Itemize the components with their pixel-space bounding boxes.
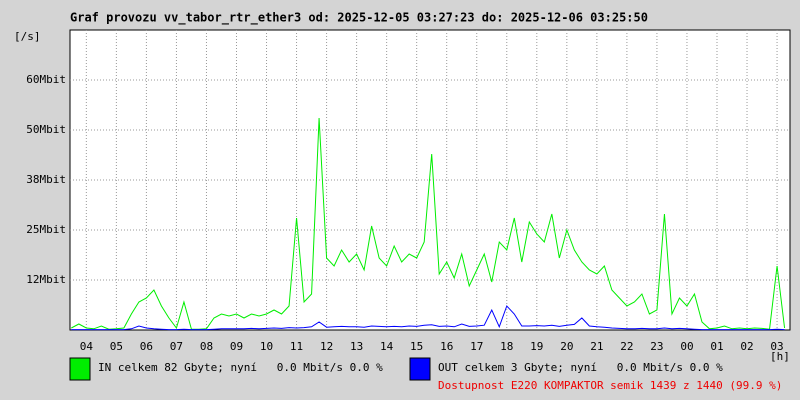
x-tick-label: 02 (740, 340, 753, 353)
y-tick-label: 38Mbit (26, 173, 66, 186)
x-tick-label: 03 (770, 340, 783, 353)
y-unit: [/s] (14, 30, 41, 43)
y-tick-label: 12Mbit (26, 273, 66, 286)
x-tick-label: 16 (440, 340, 453, 353)
x-tick-label: 23 (650, 340, 663, 353)
x-tick-label: 06 (140, 340, 153, 353)
legend-swatch-out (409, 357, 431, 381)
x-tick-label: 00 (680, 340, 693, 353)
x-tick-label: 22 (620, 340, 633, 353)
x-tick-label: 11 (290, 340, 303, 353)
series-line (71, 305, 785, 331)
x-unit: [h] (770, 350, 790, 363)
x-tick-label: 01 (710, 340, 723, 353)
x-tick-label: 17 (470, 340, 483, 353)
x-tick-label: 05 (110, 340, 123, 353)
x-tick-label: 20 (560, 340, 573, 353)
x-tick-label: 10 (260, 340, 273, 353)
x-tick-label: 12 (320, 340, 333, 353)
y-tick-label: 25Mbit (26, 223, 66, 236)
x-tick-label: 21 (590, 340, 603, 353)
series-line (71, 117, 786, 330)
legend-label: OUT celkem 3 Gbyte; nyní 0.0 Mbit/s 0.0 … (438, 361, 723, 374)
legend-swatch-in (69, 357, 91, 381)
x-tick-label: 13 (350, 340, 363, 353)
x-tick-label: 19 (530, 340, 543, 353)
legend-label: IN celkem 82 Gbyte; nyní 0.0 Mbit/s 0.0 … (98, 361, 383, 374)
x-tick-label: 08 (200, 340, 213, 353)
x-tick-label: 15 (410, 340, 423, 353)
x-tick-label: 04 (80, 340, 94, 353)
y-tick-label: 60Mbit (26, 73, 66, 86)
x-tick-label: 18 (500, 340, 513, 353)
x-tick-label: 09 (230, 340, 243, 353)
chart-title: Graf provozu vv_tabor_rtr_ether3 od: 202… (70, 11, 648, 26)
y-tick-label: 50Mbit (26, 123, 66, 136)
x-tick-label: 07 (170, 340, 183, 353)
x-tick-label: 14 (380, 340, 394, 353)
availability: Dostupnost E220 KOMPAKTOR semik 1439 z 1… (438, 379, 782, 392)
